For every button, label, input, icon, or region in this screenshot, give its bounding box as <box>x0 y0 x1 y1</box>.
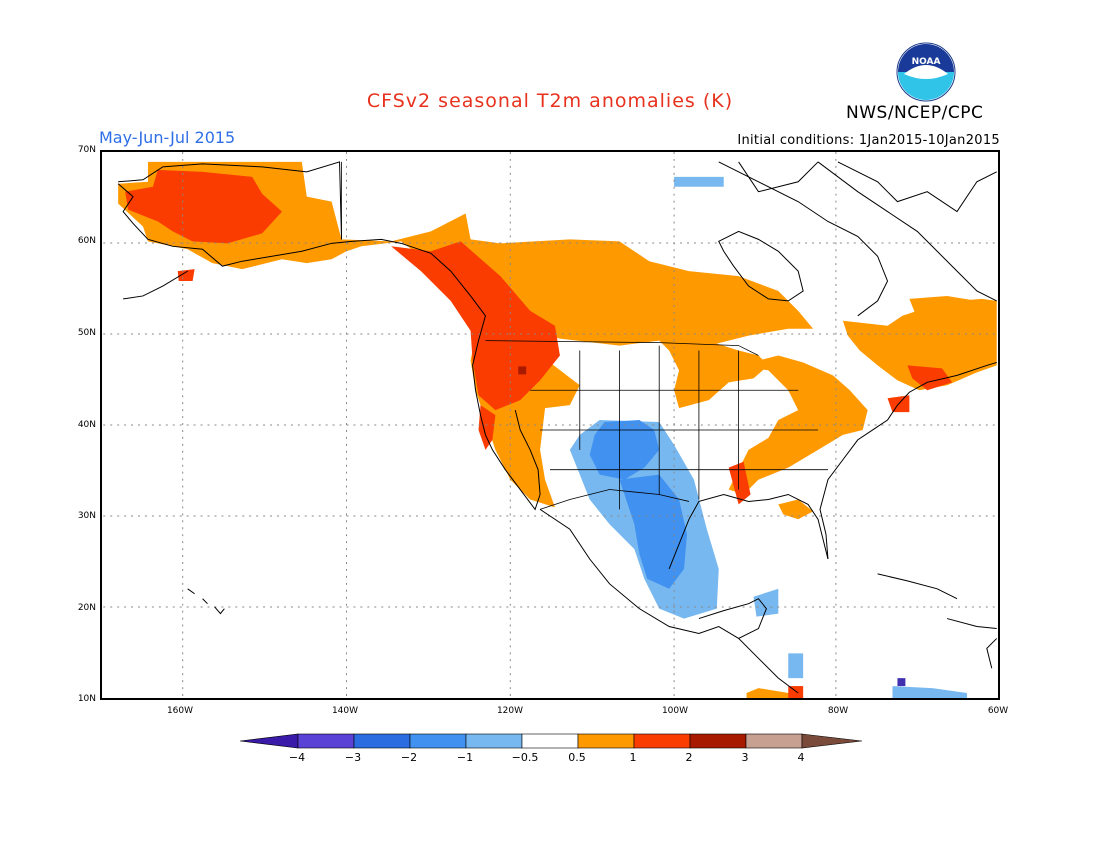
anomaly-map <box>100 150 1000 700</box>
colorbar-label: −3 <box>344 751 362 764</box>
lat-label: 40N <box>77 420 96 430</box>
colorbar-segment <box>465 733 523 749</box>
map-title: CFSv2 seasonal T2m anomalies (K) <box>366 90 734 112</box>
colorbar-segment <box>353 733 411 749</box>
colorbar-label: 1 <box>629 751 637 764</box>
period-label: May-Jun-Jul 2015 <box>99 128 236 147</box>
colorbar-segment <box>577 733 635 749</box>
colorbar-segment <box>689 733 747 749</box>
colorbar-segment <box>633 733 691 749</box>
colorbar <box>239 733 863 749</box>
colorbar-label: −0.5 <box>511 751 539 764</box>
colorbar-label: 0.5 <box>568 751 586 764</box>
colorbar-arrow-low <box>239 733 299 749</box>
noaa-logo: NOAA <box>896 42 956 102</box>
lon-label: 80W <box>827 706 849 716</box>
colorbar-segment <box>521 733 579 749</box>
colorbar-label: −2 <box>400 751 418 764</box>
lon-label: 160W <box>166 706 194 716</box>
colorbar-segment <box>409 733 467 749</box>
lat-lon-grid <box>103 152 997 698</box>
colorbar-label: 4 <box>797 751 805 764</box>
lat-label: 10N <box>77 694 96 704</box>
coastlines <box>117 161 998 694</box>
lat-label: 20N <box>77 603 96 613</box>
lat-label: 30N <box>77 511 96 521</box>
colorbar-label: 3 <box>741 751 749 764</box>
very-strong-warm-anomaly-field <box>518 366 527 375</box>
lon-label: 140W <box>331 706 359 716</box>
initial-conditions-label: Initial conditions: 1Jan2015-10Jan2015 <box>737 133 1000 148</box>
agency-label: NWS/NCEP/CPC <box>846 103 984 123</box>
colorbar-segment <box>297 733 355 749</box>
colorbar-arrow-high <box>801 733 863 749</box>
lat-label: 60N <box>77 236 96 246</box>
lat-label: 50N <box>77 328 96 338</box>
colorbar-label: −1 <box>456 751 474 764</box>
colorbar-label: 2 <box>685 751 693 764</box>
lon-label: 100W <box>661 706 689 716</box>
lon-label: 60W <box>987 706 1009 716</box>
political-borders <box>341 161 828 510</box>
lat-label: 70N <box>77 145 96 155</box>
colorbar-segment <box>745 733 803 749</box>
noaa-logo-text: NOAA <box>912 57 941 67</box>
colorbar-label: −4 <box>288 751 306 764</box>
lon-label: 120W <box>496 706 524 716</box>
